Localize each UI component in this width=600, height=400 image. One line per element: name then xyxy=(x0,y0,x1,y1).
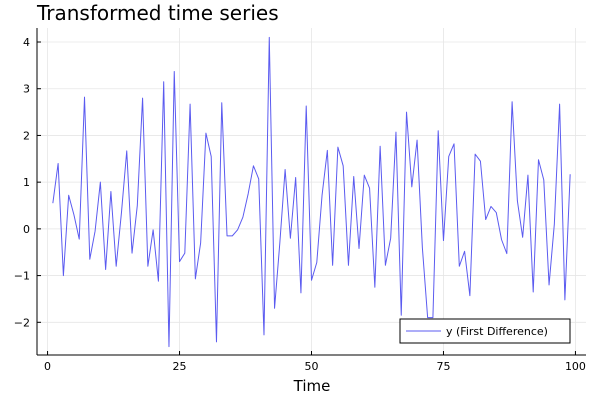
x-tick-label: 100 xyxy=(565,360,586,373)
x-tick-label: 75 xyxy=(436,360,450,373)
y-tick-label: 4 xyxy=(23,36,30,49)
chart-title: Transformed time series xyxy=(36,1,279,25)
x-axis-label: Time xyxy=(293,377,331,395)
series-line xyxy=(52,36,571,348)
x-tick-label: 0 xyxy=(44,360,51,373)
y-tick-label: 1 xyxy=(23,176,30,189)
legend: y (First Difference) xyxy=(399,318,571,344)
y-tick-label: −1 xyxy=(14,270,30,283)
x-tick-label: 50 xyxy=(305,360,319,373)
x-tick-label: 25 xyxy=(173,360,187,373)
series-layer xyxy=(52,36,571,348)
tick-labels: 0 25 50 75 100 −2 −1 0 1 2 3 4 xyxy=(14,36,586,373)
y-tick-label: −2 xyxy=(14,316,30,329)
y-tick-label: 3 xyxy=(23,83,30,96)
y-tick-label: 0 xyxy=(23,223,30,236)
y-tick-label: 2 xyxy=(23,129,30,142)
grid xyxy=(37,28,586,355)
axes xyxy=(36,28,586,356)
legend-label: y (First Difference) xyxy=(446,325,548,338)
